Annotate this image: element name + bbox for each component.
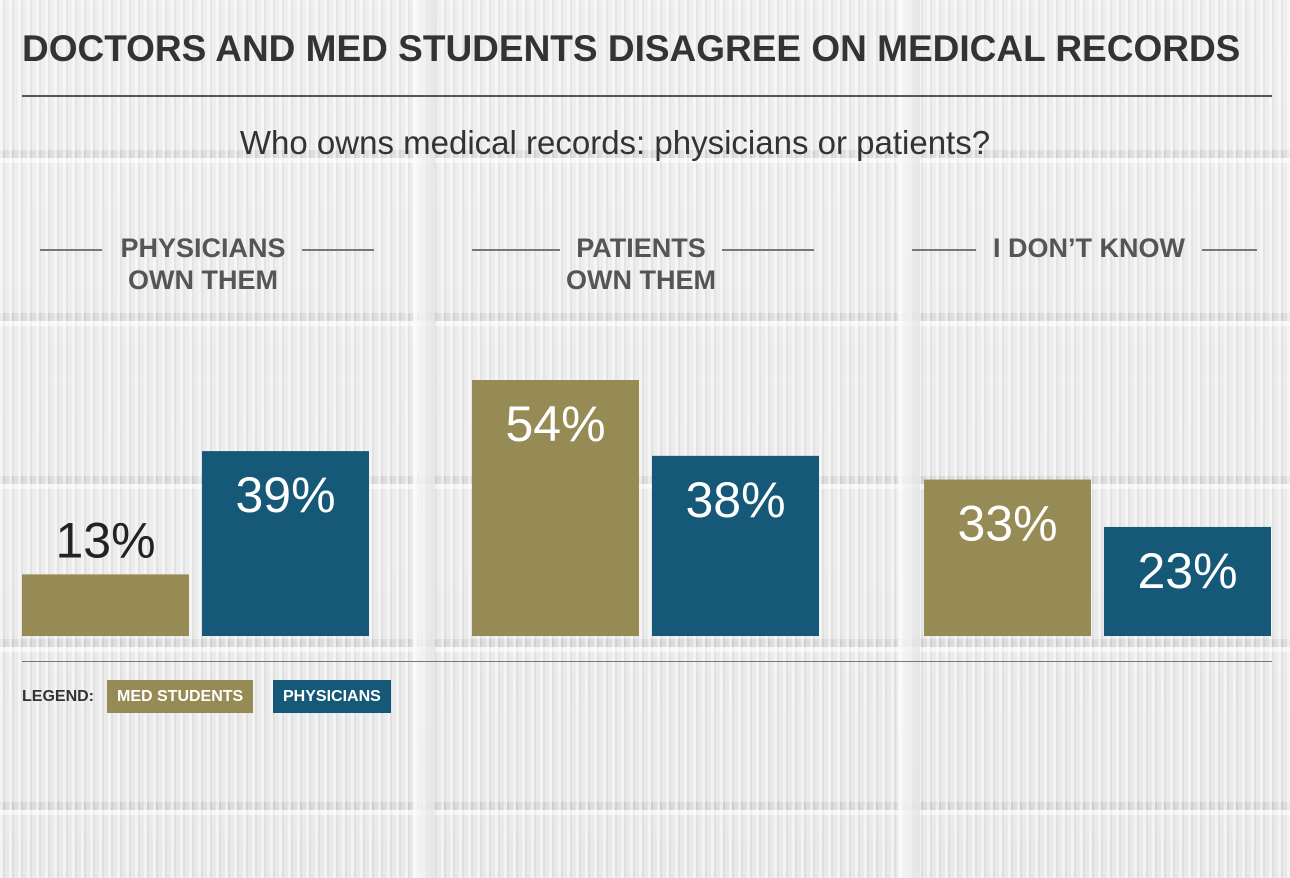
category-header-rule [40,249,102,251]
data-label: 54% [505,396,605,452]
background-shelf-post [898,0,920,878]
category-header-line: OWN THEM [566,265,716,295]
category-header-line: I DON’T KNOW [993,233,1185,263]
category-header-rule [302,249,374,251]
category-header-rule [1202,249,1257,251]
background-shelf-post [413,0,435,878]
category-header-dont-know: I DON’T KNOW [980,232,1198,264]
bar [924,479,1091,636]
legend-item-physicians: PHYSICIANS [273,680,391,713]
chart-title: DOCTORS AND MED STUDENTS DISAGREE ON MED… [22,28,1241,69]
bar [652,455,819,636]
category-header-line: PATIENTS [576,233,706,263]
category-header-line: PHYSICIANS [120,233,286,263]
category-header-line: OWN THEM [128,265,278,295]
bar [1104,526,1271,636]
data-label: 38% [685,472,785,528]
category-header-rule [722,249,814,251]
bar [202,451,369,636]
category-header-rule [912,249,976,251]
category-header-patients-own: PATIENTS OWN THEM [555,232,727,296]
chart-subtitle: Who owns medical records: physicians or … [239,124,991,161]
data-label: 33% [957,496,1057,552]
data-label: 23% [1137,543,1237,599]
bar [472,380,639,636]
chart-baseline-divider [22,661,1272,662]
data-label: 13% [55,512,155,568]
category-header-physicians-own: PHYSICIANS OWN THEM [105,232,301,296]
legend-label: LEGEND: [22,688,94,705]
bar [22,574,189,636]
legend-item-med-students: MED STUDENTS [107,680,254,713]
data-label: 39% [235,467,335,523]
category-header-rule [472,249,560,251]
title-divider [22,95,1272,97]
